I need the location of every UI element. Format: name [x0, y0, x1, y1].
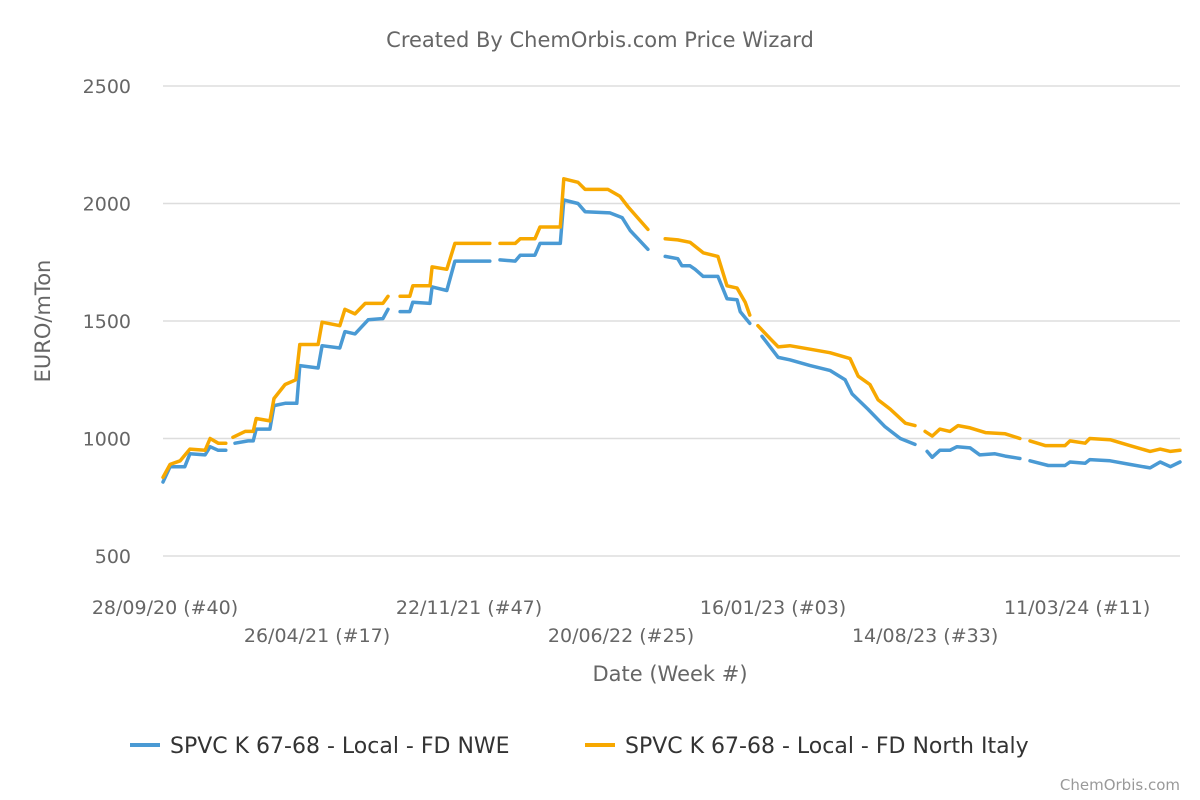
- y-tick-label: 2500: [83, 76, 131, 98]
- series-line-0: [161, 444, 228, 484]
- credit-link[interactable]: ChemOrbis.com: [1060, 776, 1180, 794]
- x-tick-label: 11/03/24 (#11): [1004, 597, 1150, 619]
- x-axis-label: Date (Week #): [592, 662, 747, 686]
- x-tick-label: 26/04/21 (#17): [244, 625, 390, 647]
- x-tick-label: 14/08/23 (#33): [852, 625, 998, 647]
- series-line-0: [233, 307, 390, 445]
- series-line-0: [760, 334, 917, 447]
- series-line-0: [398, 259, 492, 314]
- series-line-0: [663, 254, 752, 326]
- legend-item-nwe[interactable]: SPVC K 67-68 - Local - FD NWE: [130, 734, 510, 759]
- series-line-1: [923, 423, 1022, 441]
- y-tick-label: 2000: [83, 194, 131, 216]
- x-tick-label: 20/06/22 (#25): [548, 625, 694, 647]
- chart-title: Created By ChemOrbis.com Price Wizard: [386, 28, 814, 52]
- series-line-0: [498, 198, 650, 263]
- y-axis-label: EURO/mTon: [31, 260, 55, 383]
- series-line-1: [161, 436, 228, 480]
- legend-label-north-italy: SPVC K 67-68 - Local - FD North Italy: [625, 734, 1029, 759]
- series-line-1: [398, 241, 492, 299]
- y-tick-label: 1000: [83, 429, 131, 451]
- y-tick-label: 1500: [83, 311, 131, 333]
- series-line-1: [756, 323, 917, 428]
- series-line-1: [663, 237, 752, 317]
- x-tick-label: 16/01/23 (#03): [700, 597, 846, 619]
- legend-item-north-italy[interactable]: SPVC K 67-68 - Local - FD North Italy: [585, 734, 1029, 759]
- series-line-0: [925, 444, 1022, 461]
- series-line-1: [231, 294, 390, 440]
- series-line-1: [498, 177, 650, 246]
- x-tick-label: 28/09/20 (#40): [92, 597, 238, 619]
- legend-label-nwe: SPVC K 67-68 - Local - FD NWE: [170, 734, 510, 759]
- series-line-1: [1028, 436, 1182, 454]
- x-tick-label: 22/11/21 (#47): [396, 597, 542, 619]
- series-line-0: [1028, 457, 1182, 470]
- y-tick-label: 500: [95, 546, 131, 568]
